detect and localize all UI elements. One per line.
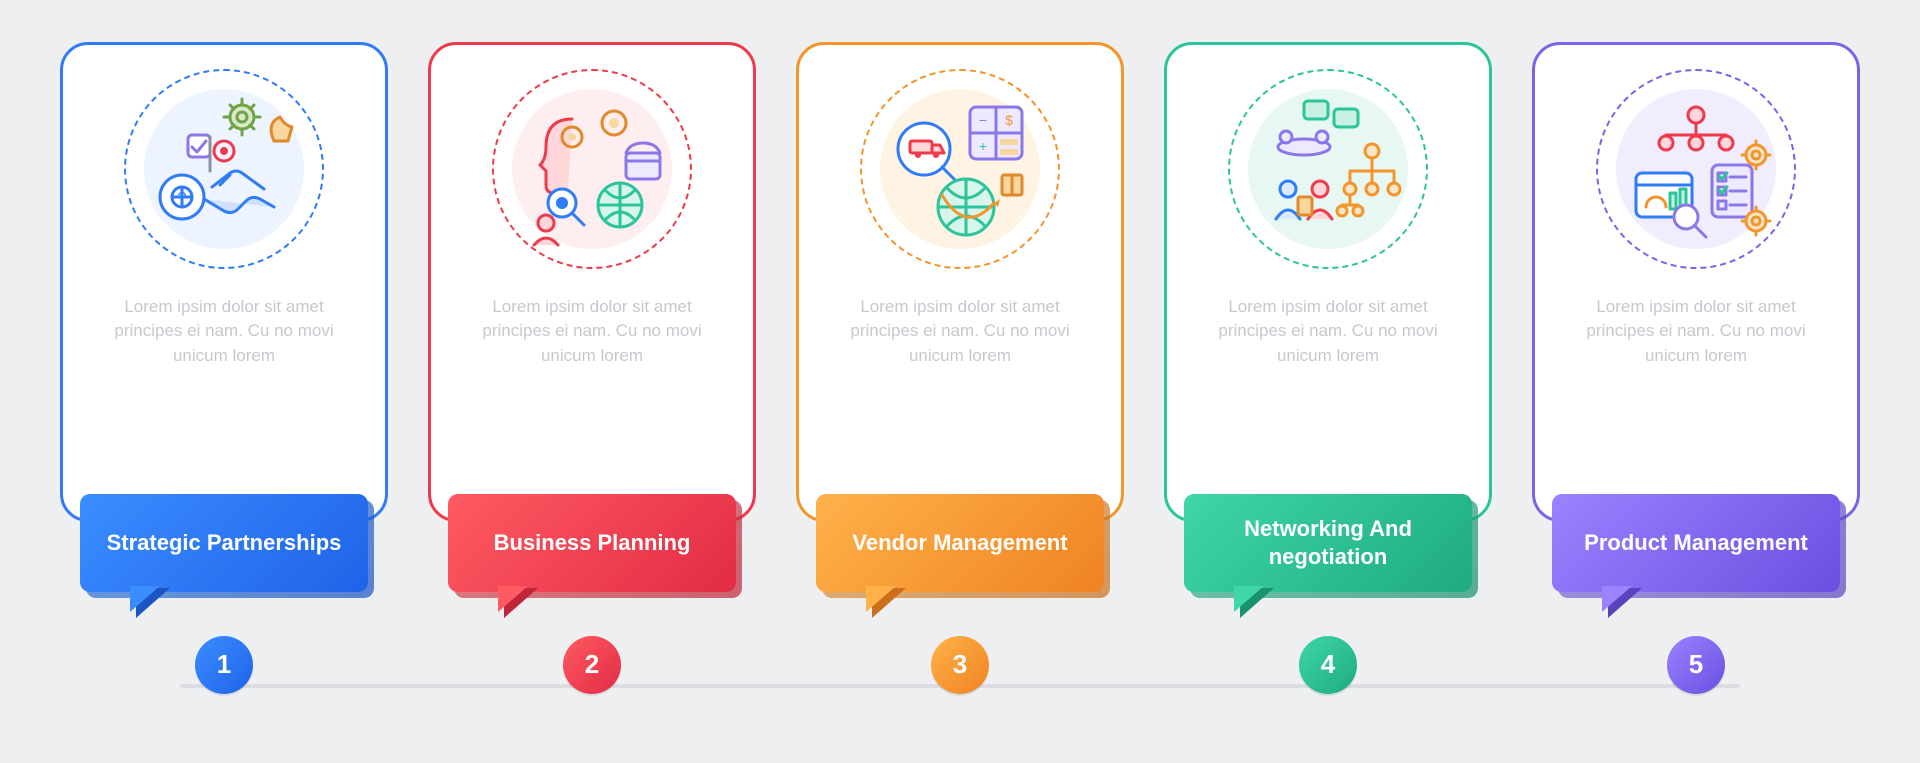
card-4: Lorem ipsim dolor sit amet principes ei … — [1164, 42, 1492, 592]
step-number-badge: 2 — [563, 636, 621, 694]
card-3: − $ + — [796, 42, 1124, 592]
label-wrap: Vendor Management — [816, 494, 1105, 592]
card-title: Product Management — [1584, 529, 1808, 557]
card-2: Lorem ipsim dolor sit amet principes ei … — [428, 42, 756, 592]
step-number: 4 — [1321, 649, 1335, 680]
card-title-label: Business Planning — [448, 494, 737, 592]
strategy-icon — [502, 79, 682, 259]
card-art — [1228, 69, 1428, 269]
svg-text:$: $ — [1005, 112, 1013, 128]
card-description: Lorem ipsim dolor sit amet principes ei … — [819, 295, 1101, 369]
card-frame: − $ + — [796, 42, 1124, 522]
card-title: Networking And negotiation — [1196, 515, 1461, 570]
step-number: 5 — [1689, 649, 1703, 680]
card-description: Lorem ipsim dolor sit amet principes ei … — [1555, 295, 1837, 369]
svg-text:+: + — [979, 138, 987, 154]
card-frame: ? — [60, 42, 388, 522]
cards-row: ? — [60, 42, 1860, 592]
card-title: Strategic Partnerships — [107, 529, 342, 557]
team-network-icon — [1238, 79, 1418, 259]
infographic-stage: ? — [60, 32, 1860, 732]
card-frame: Lorem ipsim dolor sit amet principes ei … — [1164, 42, 1492, 522]
card-title-label: Strategic Partnerships — [80, 494, 369, 592]
card-frame: Lorem ipsim dolor sit amet principes ei … — [428, 42, 756, 522]
svg-text:−: − — [979, 112, 987, 128]
card-art: ? — [124, 69, 324, 269]
step-number-badge: 1 — [195, 636, 253, 694]
card-title-label: Product Management — [1552, 494, 1841, 592]
card-title-label: Vendor Management — [816, 494, 1105, 592]
card-title-label: Networking And negotiation — [1184, 494, 1473, 592]
label-wrap: Product Management — [1552, 494, 1841, 592]
label-wrap: Networking And negotiation — [1184, 494, 1473, 592]
step-number-badge: 4 — [1299, 636, 1357, 694]
svg-text:?: ? — [178, 190, 187, 207]
label-wrap: Business Planning — [448, 494, 737, 592]
card-frame: Lorem ipsim dolor sit amet principes ei … — [1532, 42, 1860, 522]
handshake-icon: ? — [134, 79, 314, 259]
label-wrap: Strategic Partnerships — [80, 494, 369, 592]
card-description: Lorem ipsim dolor sit amet principes ei … — [1187, 295, 1469, 369]
card-art — [1596, 69, 1796, 269]
card-description: Lorem ipsim dolor sit amet principes ei … — [83, 295, 365, 369]
step-number: 3 — [953, 649, 967, 680]
card-description: Lorem ipsim dolor sit amet principes ei … — [451, 295, 733, 369]
dashboard-icon — [1606, 79, 1786, 259]
card-title: Vendor Management — [852, 529, 1067, 557]
step-number: 1 — [217, 649, 231, 680]
step-number: 2 — [585, 649, 599, 680]
step-number-badge: 3 — [931, 636, 989, 694]
card-art: − $ + — [860, 69, 1060, 269]
card-5: Lorem ipsim dolor sit amet principes ei … — [1532, 42, 1860, 592]
card-art — [492, 69, 692, 269]
step-number-badge: 5 — [1667, 636, 1725, 694]
card-title: Business Planning — [494, 529, 691, 557]
card-1: ? — [60, 42, 388, 592]
logistics-icon: − $ + — [870, 79, 1050, 259]
